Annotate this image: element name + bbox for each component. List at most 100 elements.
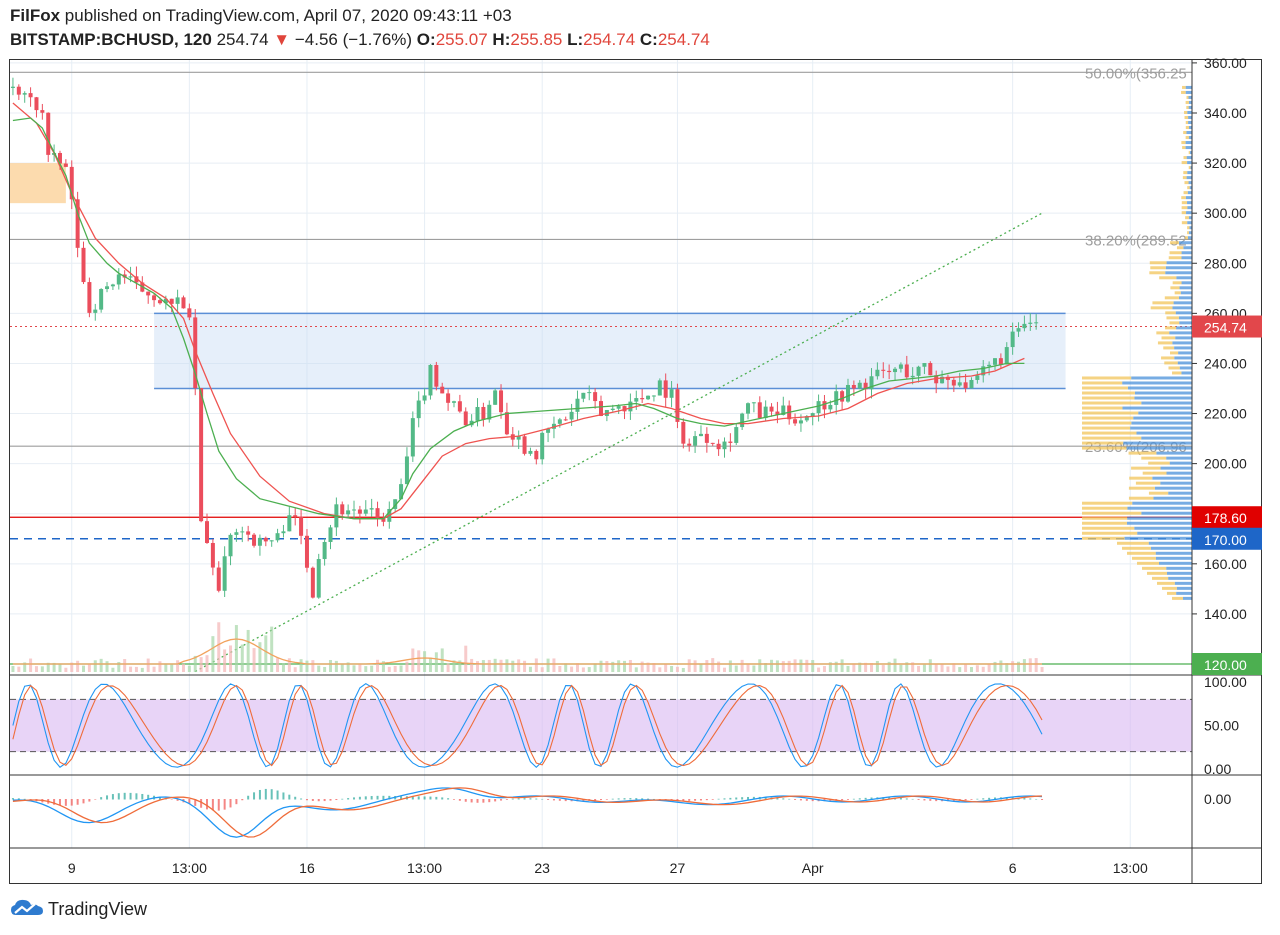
candle-body [657, 380, 662, 396]
volume-bar [881, 665, 885, 672]
macd-histogram-bar [994, 797, 996, 800]
price-tag-label: 120.00 [1204, 657, 1247, 673]
candle-body [1028, 322, 1033, 324]
profile-bar-up [1190, 166, 1192, 170]
candle-body [328, 527, 333, 542]
volume-bar [728, 660, 732, 672]
volume-bar [405, 661, 409, 672]
macd-histogram-bar [711, 799, 714, 800]
profile-bar-down [1082, 396, 1135, 400]
volume-bar [64, 667, 68, 672]
macd-histogram-bar [805, 799, 808, 801]
macd-histogram-bar [870, 797, 873, 800]
profile-bar-down [1150, 266, 1166, 270]
candle-body [934, 375, 939, 384]
volume-bar [840, 659, 844, 672]
profile-bar-up [1127, 386, 1192, 390]
volume-bar [922, 664, 926, 672]
candle-body [845, 384, 850, 402]
profile-bar-up [1181, 371, 1192, 375]
macd-histogram-bar [88, 799, 91, 802]
profile-bar-up [1165, 271, 1192, 275]
profile-bar-up [1188, 121, 1192, 125]
profile-bar-up [1177, 361, 1192, 365]
volume-bar [240, 644, 244, 672]
volume-bar [817, 667, 821, 672]
candle-body [105, 286, 110, 290]
candle-body [863, 382, 868, 390]
profile-bar-down [1082, 381, 1123, 385]
price-tick-label: 200.00 [1204, 456, 1247, 472]
symbol-name[interactable]: BITSTAMP:BCHUSD, 120 [10, 30, 212, 49]
volume-bar [664, 664, 668, 672]
slow-moving-average-line [12, 102, 1025, 520]
macd-tick-label: 0.00 [1204, 791, 1231, 807]
macd-histogram-bar [547, 799, 550, 800]
profile-bar-up [1153, 496, 1192, 500]
price-tag-box [1192, 315, 1262, 338]
chart-frame[interactable] [9, 59, 1262, 884]
candle-body [898, 364, 903, 369]
macd-histogram-bar [629, 798, 632, 800]
macd-histogram-bar [111, 794, 114, 800]
candle-body [940, 376, 945, 384]
candle-body [651, 395, 656, 397]
profile-bar-up [1178, 241, 1192, 245]
macd-histogram-bar [264, 788, 267, 800]
down-arrow-icon: ▼ [273, 30, 291, 49]
tradingview-logo[interactable]: TradingView [10, 898, 147, 920]
price-tag-label: 178.60 [1204, 510, 1247, 526]
volume-bar [611, 661, 615, 672]
profile-bar-down [1182, 176, 1187, 180]
volume-bar [276, 658, 280, 672]
macd-histogram-bar [94, 799, 97, 800]
volume-bar [693, 660, 697, 672]
candle-body [504, 412, 509, 435]
volume-bar [964, 663, 968, 672]
tradingview-logo-text: TradingView [48, 898, 148, 919]
profile-bar-up [1174, 581, 1192, 585]
candle-body [240, 531, 245, 533]
volume-bar [764, 663, 768, 672]
stochastic-tick-label: 100.00 [1204, 674, 1247, 690]
candle-body [146, 291, 151, 296]
macd-histogram-bar [1041, 799, 1044, 801]
volume-bar [505, 659, 509, 672]
profile-bar-up [1156, 451, 1192, 455]
publish-info: FilFox published on TradingView.com, Apr… [10, 6, 512, 26]
volume-bar [181, 663, 185, 672]
macd-histogram-bar [294, 796, 297, 800]
profile-bar-down [1185, 121, 1189, 125]
candle-body [828, 404, 833, 410]
profile-bar-up [1126, 446, 1192, 450]
profile-bar-down [1128, 451, 1157, 455]
macd-histogram-bar [341, 798, 344, 800]
profile-bar-down [1181, 221, 1188, 225]
candle-body [99, 289, 104, 310]
candle-body [457, 401, 462, 412]
volume-bar [393, 665, 397, 672]
candle-body [546, 428, 551, 433]
macd-histogram-bar [270, 789, 273, 800]
macd-histogram-bar [505, 799, 508, 800]
profile-bar-up [1166, 566, 1192, 570]
volume-bar [499, 659, 503, 672]
candle-body [1004, 347, 1009, 365]
profile-bar-up [1148, 541, 1192, 545]
profile-bar-down [1185, 216, 1189, 220]
volume-bar [299, 659, 303, 672]
candle-body [675, 389, 680, 422]
macd-histogram-bar [347, 798, 350, 800]
volume-bar [158, 661, 162, 672]
macd-histogram-bar [723, 798, 726, 800]
volume-bar [1028, 658, 1032, 672]
profile-bar-down [1170, 286, 1180, 290]
volume-bar [564, 663, 568, 672]
macd-histogram-bar [858, 798, 861, 800]
publisher-name: FilFox [10, 6, 61, 25]
macd-histogram-bar [241, 799, 244, 801]
candle-body [369, 508, 374, 510]
macd-histogram-bar [841, 799, 844, 801]
macd-histogram-bar [482, 799, 485, 803]
